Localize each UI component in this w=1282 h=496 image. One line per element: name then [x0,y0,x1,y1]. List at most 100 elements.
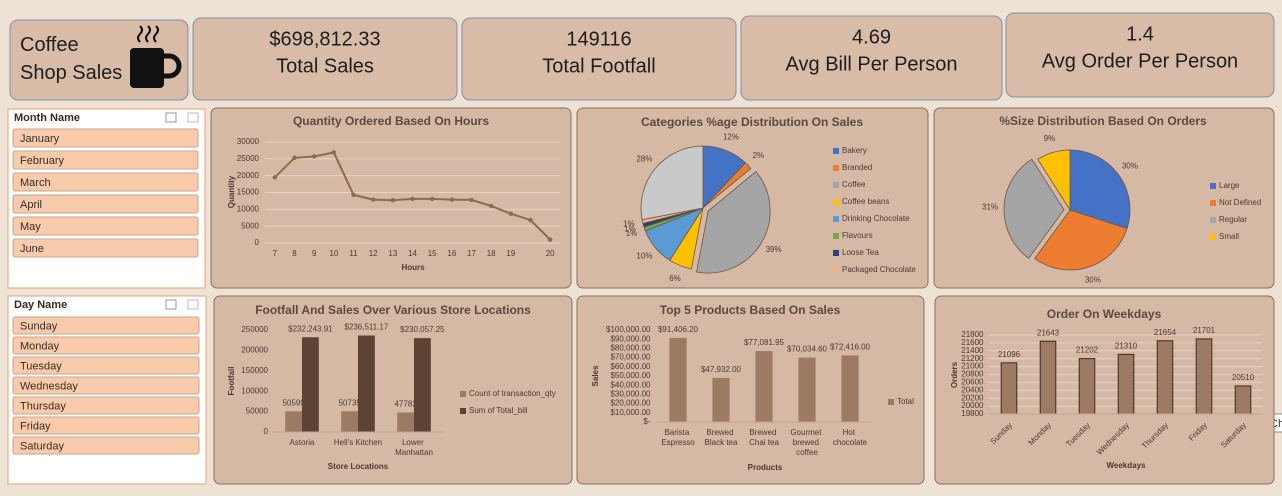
y-tick-label: $40,000.00 [610,380,651,389]
x-axis-label: Products [748,463,783,472]
line-point [370,197,376,202]
slicer-item-label: Saturday [20,440,65,452]
line-point [272,175,278,180]
slicer-item-label: Sunday [20,320,58,332]
slicer-icon [165,112,177,123]
y-tick-label: 10000 [237,204,260,213]
legend-label: Count of transaction_qty [469,389,556,398]
chart-title: Quantity Ordered Based On Hours [293,114,489,128]
slicer-item[interactable] [12,128,199,148]
slicer-item[interactable] [12,194,199,214]
data-label: $72,416.00 [830,342,871,351]
legend-swatch [1210,217,1216,223]
line-point [390,198,396,203]
kpi-label: Avg Order Per Person [1042,50,1238,72]
bar [358,335,375,432]
line-point [469,197,474,203]
x-tick-label: 20 [546,249,555,258]
legend-label: Sum of Total_bill [469,406,528,415]
data-label: 21654 [1154,328,1177,337]
slicer-item[interactable] [12,376,200,395]
bar [841,355,859,422]
data-label: $236,511.17 [344,323,388,332]
data-label: 1% [623,220,635,229]
bar [755,351,773,422]
y-axis-label: Orders [950,361,959,388]
data-label: 21643 [1037,328,1060,337]
x-tick-label: Gourmet brewed coffee [790,428,823,457]
data-label: $47,932.00 [701,365,742,374]
data-label: $232,243.91 [288,324,333,333]
legend-swatch [833,267,839,273]
bar [302,337,319,432]
legend-label: Coffee [842,180,866,189]
legend-swatch [1210,183,1216,189]
legend-swatch [833,216,839,222]
pie-slice [702,162,752,209]
slicer-item[interactable] [12,416,200,435]
legend-swatch [460,408,466,414]
line-point [429,196,435,202]
slicer-title: Day Name [14,299,67,311]
slicer-item[interactable] [12,396,200,415]
y-tick-label: 30000 [237,137,260,146]
y-tick-label: 0 [255,238,260,247]
line-point [331,150,337,155]
legend-label: Loose Tea [842,248,879,257]
y-tick-label: 20200 [961,393,984,402]
y-tick-label: 21800 [961,330,984,339]
legend-swatch [833,233,839,239]
legend-swatch [1210,200,1216,206]
y-tick-label: 20000 [961,401,984,410]
y-axis-label: Quantity [227,175,236,208]
y-tick-label: 20000 [237,171,260,180]
slicer-item[interactable] [12,336,200,355]
slicer-item[interactable] [12,316,200,335]
slicer-item[interactable] [12,356,200,375]
slicer-clear-icon [187,299,199,310]
data-label: $230,057.25 [400,325,445,334]
data-label: 21310 [1115,341,1138,350]
x-tick-label: 16 [447,249,456,258]
slicer-item[interactable] [12,436,200,455]
kpi-value: $698,812.33 [269,28,380,50]
y-axis-label: Footfall [227,367,236,396]
slicer-item[interactable] [12,238,199,258]
line-point [311,154,317,159]
slicer-clear-icon [187,112,199,123]
data-label: 30% [1122,162,1138,171]
bar [798,357,816,422]
line-point [292,155,297,161]
data-label: 21202 [1076,346,1099,355]
slicer-item[interactable] [12,216,199,236]
line-point [547,237,553,242]
bar [1039,340,1057,415]
bar [397,412,414,432]
line-point [488,203,494,209]
slicer-item-label: Tuesday [20,360,62,372]
y-tick-label: 21000 [961,362,984,371]
x-tick-label: 8 [292,249,297,258]
slicer-item[interactable] [12,150,199,170]
y-tick-label: 20600 [961,378,984,387]
slicer-item[interactable] [12,172,199,192]
slicer-item-label: March [20,177,51,189]
data-label: $77,081.95 [744,338,785,347]
y-tick-label: 20800 [961,370,984,379]
x-tick-label: 14 [408,249,417,258]
slicer-item-label: May [20,221,41,233]
x-tick-label: Hot chocolate [833,428,868,447]
data-label: 50735 [338,398,361,407]
bar [669,337,687,422]
x-tick-label: Brewed Chai tea [749,428,779,447]
legend-swatch [833,148,839,154]
y-tick-label: $20,000.00 [610,399,651,408]
data-label: 47782 [394,400,417,409]
slicer-item-label: April [20,199,42,211]
data-label: 50599 [282,398,305,407]
pie-slice [1069,149,1131,230]
data-label: 20510 [1232,373,1255,382]
kpi-card [740,15,1003,101]
pie-slice [1034,209,1128,271]
y-tick-label: $90,000.00 [610,334,651,343]
